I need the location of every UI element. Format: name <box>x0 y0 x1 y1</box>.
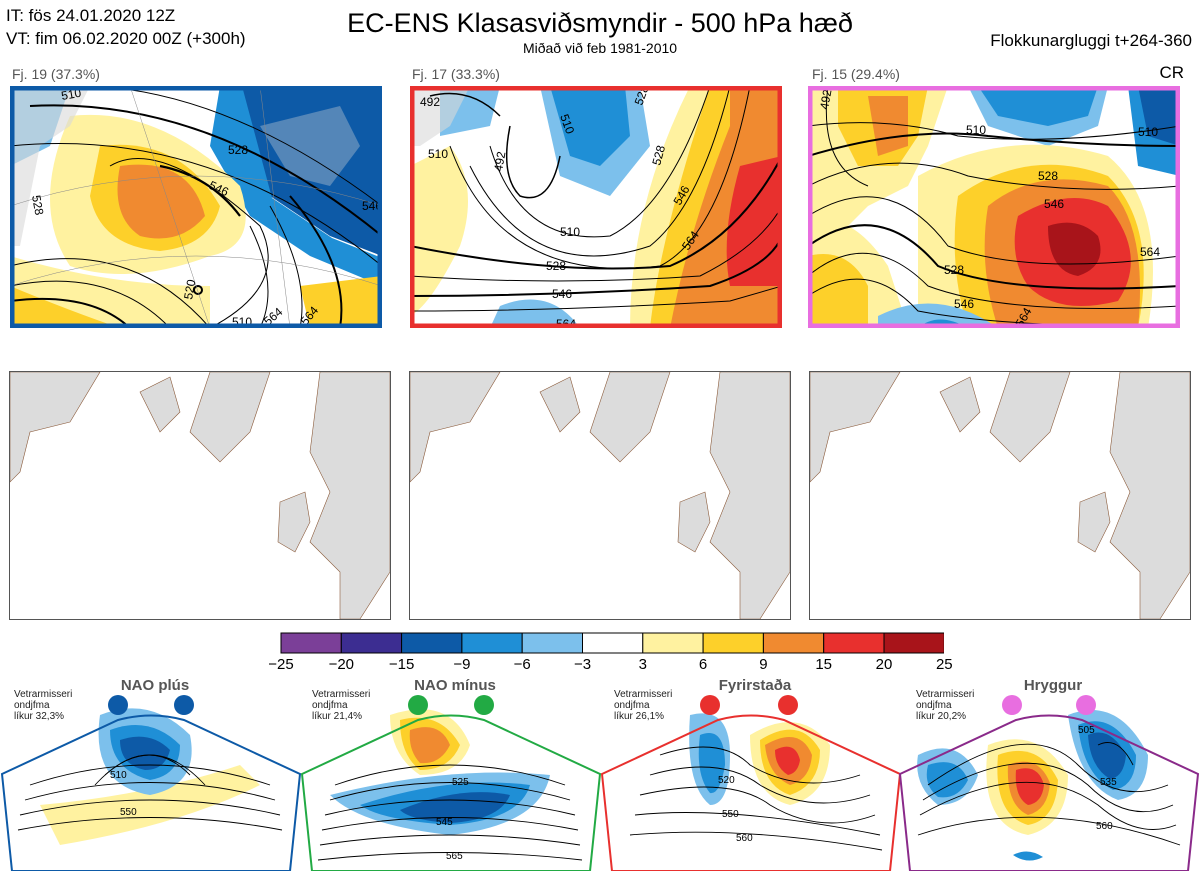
contour-label: 510 <box>1138 125 1158 139</box>
regime-title: NAO mínus <box>414 677 496 694</box>
colorbar-swatch <box>762 632 825 654</box>
contour-label: 564 <box>556 317 576 328</box>
colorbar-tick-label: 3 <box>638 656 647 673</box>
regime-dot <box>474 695 494 715</box>
contour-label: 528 <box>546 259 566 273</box>
contour-label: 565 <box>446 851 463 862</box>
regime-info: Vetrarmisseri ondjfma líkur 21,4% <box>312 689 371 722</box>
contour-label: 520 <box>718 775 735 786</box>
regime-title: NAO plús <box>120 677 190 694</box>
page-title: EC-ENS Klasasviðsmyndir - 500 hPa hæð <box>347 8 853 38</box>
regime-title: Hryggur <box>1023 677 1083 694</box>
contour-label: 546 <box>1044 197 1064 211</box>
colorbar-tick-label: −6 <box>513 656 531 673</box>
colorbar-swatch <box>642 632 704 654</box>
contour-label: 510 <box>560 225 580 239</box>
contour-label: 550 <box>722 809 739 820</box>
contour-label: 492 <box>491 150 508 172</box>
regime-dot <box>1002 695 1022 715</box>
init-time: IT: fös 24.01.2020 12Z <box>6 6 176 25</box>
cluster-2-frame <box>410 86 782 328</box>
cluster-1-frame <box>10 86 382 328</box>
contour-label: 545 <box>436 817 453 828</box>
contour-label: 510 <box>966 123 986 137</box>
regime-info: Vetrarmisseri ondjfma líkur 26,1% <box>614 689 673 722</box>
contour-label: 492 <box>420 95 440 109</box>
cr-tag: CR <box>1159 63 1184 82</box>
regime-info: Vetrarmisseri ondjfma líkur 32,3% <box>14 689 73 722</box>
colorbar-swatch <box>521 632 583 654</box>
regime-dot <box>700 695 720 715</box>
classification-window: Flokkunargluggi t+264-360 <box>990 31 1192 50</box>
colorbar-swatch <box>461 632 523 654</box>
contour-label: 528 <box>649 143 668 166</box>
regime-title: Fyrirstaða <box>718 677 792 694</box>
basemap-3 <box>809 371 1191 620</box>
contour-label: 492 <box>817 88 834 110</box>
regime-dot <box>778 695 798 715</box>
cluster-1-label: Fj. 19 (37.3%) <box>12 66 100 82</box>
contour-label: 546 <box>362 199 382 213</box>
regime-blocking: 520 550 560 Fyrirstaða Vetrarmisseri ondj… <box>600 675 902 872</box>
contour-label: 560 <box>1096 821 1113 832</box>
colorbar-swatch <box>401 632 463 654</box>
colorbar-swatch <box>823 632 885 654</box>
contour-label: 546 <box>954 297 974 311</box>
contour-label: 528 <box>228 143 248 157</box>
contour-label: 535 <box>1100 777 1117 788</box>
contour-label: 564 <box>1140 245 1160 259</box>
basemap-1 <box>9 371 391 620</box>
run-info: IT: fös 24.01.2020 12Z VT: fim 06.02.202… <box>6 4 246 50</box>
colorbar-swatch <box>340 632 403 654</box>
colorbar-swatch <box>702 632 764 654</box>
cluster-3-frame <box>808 86 1180 328</box>
contour-label: 505 <box>1078 725 1095 736</box>
cluster-1-map: 510 528 546 528 546 520 510 564 564 <box>10 86 382 328</box>
colorbar-tick-label: −9 <box>453 656 471 673</box>
valid-time: VT: fim 06.02.2020 00Z (+300h) <box>6 29 246 48</box>
regime-dot <box>174 695 194 715</box>
cluster-2-label: Fj. 17 (33.3%) <box>412 66 500 82</box>
colorbar-tick-label: 15 <box>815 656 833 673</box>
contour-label: 525 <box>452 777 469 788</box>
contour-label: 510 <box>557 112 577 136</box>
contour-label: 528 <box>944 263 964 277</box>
colorbar-tick-label: 25 <box>935 656 953 673</box>
regime-nao-plus: 510 550 NAO plús Vetrarmisseri ondjfma lík… <box>0 675 302 872</box>
cluster-3-map: 492 510 510 528 546 564 528 546 564 <box>808 86 1180 328</box>
colorbar-tick-label: 20 <box>875 656 893 673</box>
colorbar <box>280 632 945 659</box>
regime-dot <box>108 695 128 715</box>
colorbar-swatch <box>280 632 342 654</box>
page-subtitle: Miðað við feb 1981-2010 <box>522 40 678 56</box>
contour-label: 560 <box>736 833 753 844</box>
contour-label: 520 <box>181 278 198 300</box>
contour-label: 550 <box>120 807 137 818</box>
regime-dot <box>1076 695 1096 715</box>
colorbar-tick-label: 6 <box>698 656 708 673</box>
contour-label: 510 <box>428 147 448 161</box>
colorbar-swatch <box>582 632 644 654</box>
regime-info: Vetrarmisseri ondjfma líkur 20,2% <box>916 689 975 722</box>
colorbar-tick-label: −25 <box>268 656 294 673</box>
basemap-2 <box>409 371 791 620</box>
cluster-3-label: Fj. 15 (29.4%) <box>812 66 900 82</box>
contour-label: 510 <box>110 770 127 781</box>
contour-label: 528 <box>1038 169 1058 183</box>
cluster-2-map: 492 510 492 510 528 528 546 564 510 528 … <box>410 86 782 328</box>
contour-label: 546 <box>552 287 572 301</box>
regime-dot <box>408 695 428 715</box>
colorbar-tick-label: 9 <box>759 656 768 673</box>
regime-ridge: 505 535 560 Hryggur Vetrarmisseri ondjfma… <box>898 675 1200 872</box>
colorbar-tick-label: −15 <box>388 656 415 673</box>
colorbar-tick-label: −3 <box>573 656 592 673</box>
regime-nao-minus: 525 545 565 NAO mínus Vetrarmisseri ondjf… <box>300 675 602 872</box>
colorbar-tick-label: −20 <box>328 656 355 673</box>
contour-label: 528 <box>29 194 46 216</box>
colorbar-swatch <box>883 632 945 654</box>
